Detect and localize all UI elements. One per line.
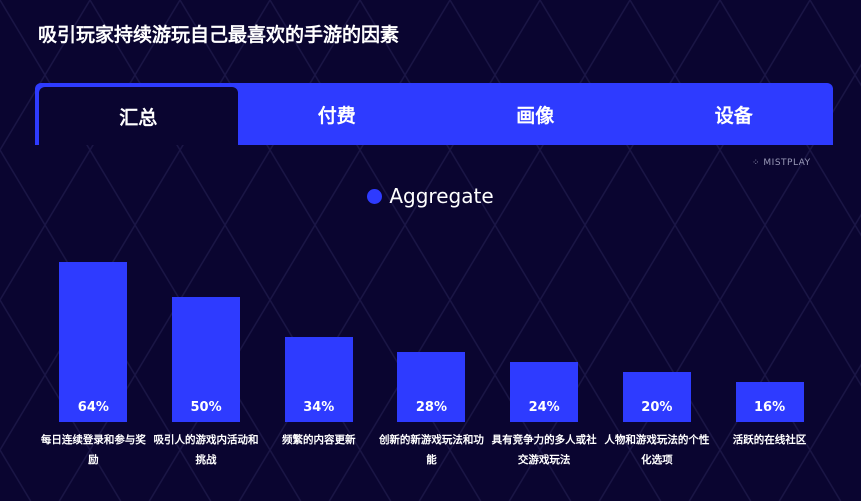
- x-tick-label: 创新的新游戏玩法和功能: [378, 434, 484, 466]
- bar: [59, 262, 128, 422]
- bar: [622, 372, 691, 422]
- tab[interactable]: 画像: [516, 104, 555, 127]
- legend: Aggregate: [0, 184, 861, 208]
- value-label: 64%: [77, 400, 109, 415]
- x-tick-label: 活跃的在线社区: [732, 434, 807, 446]
- bar: [397, 352, 466, 422]
- legend-swatch: [367, 188, 383, 204]
- value-label: 16%: [753, 400, 786, 415]
- x-tick-label: 具有竞争力的多人或社交游戏玩法: [491, 434, 597, 466]
- x-tick-label: 每日连续登录和参与奖励: [40, 434, 146, 466]
- tab[interactable]: 汇总: [39, 87, 238, 145]
- bar: [735, 382, 804, 422]
- x-tick-label: 吸引人的游戏内活动和挑战: [153, 434, 259, 466]
- x-tick-label: 频繁的内容更新: [282, 434, 356, 446]
- value-label: 50%: [190, 400, 222, 415]
- bar: [510, 362, 579, 422]
- value-label: 24%: [528, 400, 560, 415]
- title: 吸引玩家持续游玩自己最喜欢的手游的因素: [38, 24, 400, 46]
- watermark: ⁘ MISTPLAY: [752, 158, 811, 168]
- tab[interactable]: 付费: [317, 104, 356, 127]
- legend-label: Aggregate: [389, 184, 494, 208]
- tab[interactable]: 设备: [714, 104, 753, 127]
- watermark-text: MISTPLAY: [763, 158, 811, 168]
- value-label: 20%: [641, 400, 673, 415]
- bar: [172, 297, 241, 422]
- value-label: 28%: [415, 400, 447, 415]
- x-tick-label: 人物和游戏玩法的个性化选项: [604, 434, 710, 466]
- bar: [284, 337, 353, 422]
- tab-bar: 汇总 付费 画像 设备: [35, 83, 833, 145]
- value-label: 34%: [303, 400, 335, 415]
